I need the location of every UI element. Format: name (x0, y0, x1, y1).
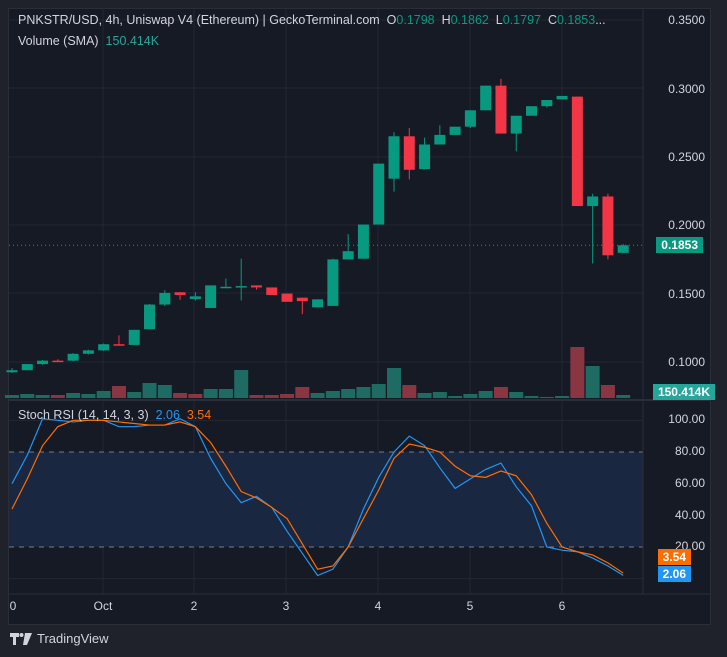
stoch-tick: 40.00 (674, 508, 705, 522)
stoch-d-tag: 3.54 (657, 549, 691, 565)
time-tick: 0 (9, 599, 17, 613)
last-price-tag: 0.1853 (656, 237, 703, 253)
price-tick: 0.3500 (668, 13, 705, 27)
price-tick: 0.3000 (668, 82, 705, 96)
tradingview-logo[interactable]: TradingView (10, 631, 109, 646)
stoch-tick: 100.00 (668, 412, 705, 426)
pane-separator[interactable] (8, 399, 711, 401)
stoch-rsi-label: Stoch RSI (14, 14, 3, 3) (18, 408, 149, 422)
last-volume-tag: 150.414K (652, 384, 715, 400)
stoch-tick: 80.00 (674, 444, 705, 458)
volume-label: Volume (SMA) (18, 34, 99, 48)
brand-name: TradingView (37, 631, 109, 646)
price-tick: 0.2500 (668, 150, 705, 164)
price-tick: 0.2000 (668, 218, 705, 232)
symbol-line: PNKSTR/USD, 4h, Uniswap V4 (Ethereum) | … (18, 13, 380, 27)
time-tick: 5 (466, 599, 474, 613)
open-value: 0.1798 (396, 13, 435, 27)
stoch-rsi-legend: Stoch RSI (14, 14, 3, 3) 2.06 3.54 (18, 408, 211, 422)
time-tick: 4 (374, 599, 382, 613)
stoch-d-value: 3.54 (186, 408, 212, 422)
close-value: 0.1853 (556, 13, 596, 27)
time-tick: 3 (282, 599, 290, 613)
time-tick: 2 (190, 599, 198, 613)
stoch-tick: 60.00 (674, 476, 705, 490)
high-value: 0.1862 (450, 13, 489, 27)
stoch-k-value: 2.06 (155, 408, 180, 422)
time-tick: Oct (93, 599, 113, 613)
tradingview-icon (10, 632, 32, 645)
time-tick: 6 (558, 599, 566, 613)
volume-value: 150.414K (105, 34, 160, 48)
stoch-k-tag: 2.06 (657, 566, 691, 582)
low-value: 0.1797 (502, 13, 541, 27)
price-tick: 0.1000 (668, 355, 705, 369)
price-tick: 0.1500 (668, 287, 705, 301)
symbol-legend: PNKSTR/USD, 4h, Uniswap V4 (Ethereum) | … (18, 13, 606, 27)
volume-legend: Volume (SMA) 150.414K (18, 34, 159, 48)
